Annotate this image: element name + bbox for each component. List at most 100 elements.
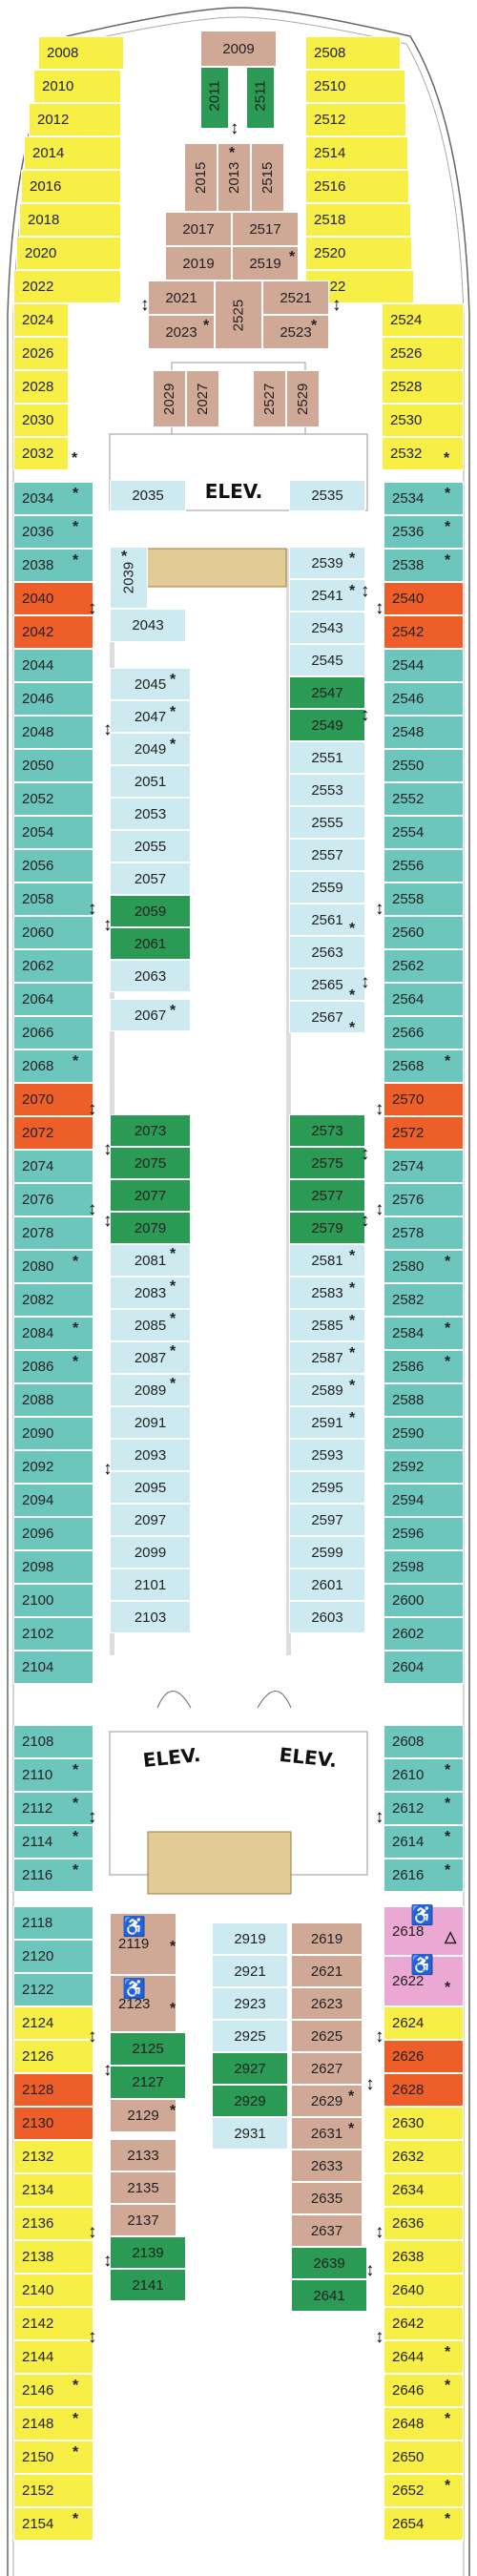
cabin-2529[interactable]: 2529 [286,370,320,427]
cabin-2622[interactable]: 2622 [384,1956,464,2006]
cabin-2056[interactable]: 2056 [13,849,93,883]
cabin-2516[interactable]: 2516 [305,170,409,203]
cabin-2559[interactable]: 2559 [289,871,365,904]
cabin-2118[interactable]: 2118 [13,1906,93,1940]
cabin-2019[interactable]: 2019 [165,246,232,280]
cabin-2079[interactable]: 2079 [110,1212,191,1244]
cabin-2573[interactable]: 2573 [289,1114,365,1147]
cabin-2526[interactable]: 2526 [382,337,464,370]
cabin-2040[interactable]: 2040 [13,582,93,615]
cabin-2018[interactable]: 2018 [19,203,121,237]
cabin-2648[interactable]: 2648 [384,2407,464,2441]
cabin-2015[interactable]: 2015 [184,143,218,212]
cabin-2064[interactable]: 2064 [13,983,93,1016]
cabin-2068[interactable]: 2068 [13,1049,93,1083]
cabin-2931[interactable]: 2931 [212,2117,288,2150]
cabin-2576[interactable]: 2576 [384,1183,464,1216]
cabin-2630[interactable]: 2630 [384,2107,464,2140]
cabin-2650[interactable]: 2650 [384,2441,464,2474]
cabin-2541[interactable]: 2541 [289,579,365,612]
cabin-2603[interactable]: 2603 [289,1601,365,1633]
cabin-2102[interactable]: 2102 [13,1617,93,1651]
cabin-2579[interactable]: 2579 [289,1212,365,1244]
cabin-2086[interactable]: 2086 [13,1350,93,1383]
cabin-2134[interactable]: 2134 [13,2173,93,2207]
cabin-2116[interactable]: 2116 [13,1859,93,1892]
cabin-2110[interactable]: 2110 [13,1758,93,1792]
cabin-2654[interactable]: 2654 [384,2507,464,2541]
cabin-2074[interactable]: 2074 [13,1150,93,1183]
cabin-2144[interactable]: 2144 [13,2340,93,2374]
cabin-2084[interactable]: 2084 [13,1317,93,1350]
cabin-2060[interactable]: 2060 [13,916,93,949]
cabin-2610[interactable]: 2610 [384,1758,464,1792]
cabin-2130[interactable]: 2130 [13,2107,93,2140]
cabin-2564[interactable]: 2564 [384,983,464,1016]
cabin-2517[interactable]: 2517 [232,212,299,246]
cabin-2624[interactable]: 2624 [384,2006,464,2040]
cabin-2561[interactable]: 2561 [289,904,365,936]
cabin-2562[interactable]: 2562 [384,949,464,983]
cabin-2082[interactable]: 2082 [13,1283,93,1317]
cabin-2101[interactable]: 2101 [110,1568,191,1601]
cabin-2634[interactable]: 2634 [384,2173,464,2207]
cabin-2546[interactable]: 2546 [384,682,464,716]
cabin-2104[interactable]: 2104 [13,1651,93,1684]
cabin-2549[interactable]: 2549 [289,709,365,741]
cabin-2050[interactable]: 2050 [13,749,93,782]
cabin-2520[interactable]: 2520 [305,237,412,270]
cabin-2543[interactable]: 2543 [289,612,365,644]
cabin-2532[interactable]: 2532 [382,437,464,470]
cabin-2123[interactable]: 2123 [110,1975,176,2032]
cabin-2552[interactable]: 2552 [384,782,464,816]
cabin-2077[interactable]: 2077 [110,1179,191,1212]
cabin-2586[interactable]: 2586 [384,1350,464,1383]
cabin-2640[interactable]: 2640 [384,2274,464,2307]
cabin-2555[interactable]: 2555 [289,806,365,839]
cabin-2030[interactable]: 2030 [13,404,69,437]
cabin-2632[interactable]: 2632 [384,2140,464,2173]
cabin-2582[interactable]: 2582 [384,1283,464,1317]
cabin-2141[interactable]: 2141 [110,2269,186,2301]
cabin-2142[interactable]: 2142 [13,2307,93,2340]
cabin-2631[interactable]: 2631 [291,2117,363,2150]
cabin-2525[interactable]: 2525 [215,280,262,349]
cabin-2519[interactable]: 2519 [232,246,299,280]
cabin-2563[interactable]: 2563 [289,936,365,968]
cabin-2034[interactable]: 2034 [13,482,93,515]
cabin-2119[interactable]: 2119 [110,1913,176,1975]
cabin-2583[interactable]: 2583 [289,1277,365,1309]
cabin-2080[interactable]: 2080 [13,1250,93,1283]
cabin-2051[interactable]: 2051 [110,765,191,798]
cabin-2098[interactable]: 2098 [13,1550,93,1584]
cabin-2096[interactable]: 2096 [13,1517,93,1550]
cabin-2045[interactable]: 2045 [110,668,191,700]
cabin-2125[interactable]: 2125 [110,2032,186,2066]
cabin-2081[interactable]: 2081 [110,1244,191,1277]
cabin-2597[interactable]: 2597 [289,1504,365,1536]
cabin-2090[interactable]: 2090 [13,1417,93,1450]
cabin-2154[interactable]: 2154 [13,2507,93,2541]
cabin-2574[interactable]: 2574 [384,1150,464,1183]
cabin-2017[interactable]: 2017 [165,212,232,246]
cabin-2128[interactable]: 2128 [13,2073,93,2107]
cabin-2515[interactable]: 2515 [251,143,284,212]
cabin-2140[interactable]: 2140 [13,2274,93,2307]
cabin-2021[interactable]: 2021 [148,280,215,315]
cabin-2010[interactable]: 2010 [33,70,121,103]
cabin-2028[interactable]: 2028 [13,370,69,404]
cabin-2550[interactable]: 2550 [384,749,464,782]
cabin-2929[interactable]: 2929 [212,2085,288,2117]
cabin-2511[interactable]: 2511 [246,67,275,129]
cabin-2614[interactable]: 2614 [384,1825,464,1859]
cabin-2530[interactable]: 2530 [382,404,464,437]
cabin-2539[interactable]: 2539 [289,547,365,579]
cabin-2135[interactable]: 2135 [110,2171,176,2204]
cabin-2638[interactable]: 2638 [384,2240,464,2274]
cabin-2527[interactable]: 2527 [253,370,286,427]
cabin-2126[interactable]: 2126 [13,2040,93,2073]
cabin-2091[interactable]: 2091 [110,1406,191,1439]
cabin-2551[interactable]: 2551 [289,741,365,774]
cabin-2014[interactable]: 2014 [24,136,121,170]
cabin-2560[interactable]: 2560 [384,916,464,949]
